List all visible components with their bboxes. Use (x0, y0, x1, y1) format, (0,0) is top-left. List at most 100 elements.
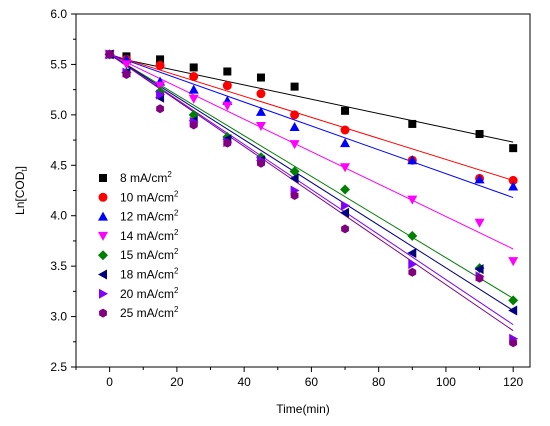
legend-label-text: 25 mA/cm (120, 306, 174, 320)
data-point-series-5 (508, 295, 519, 306)
data-point-series-6 (289, 173, 299, 184)
y-axis-label-main: Ln[COD (13, 171, 27, 215)
data-point-series-5 (407, 230, 418, 241)
fit-line-series-1 (109, 55, 514, 143)
legend-marker-series-5 (98, 250, 108, 261)
y-tick-label: 6.0 (50, 7, 67, 21)
y-axis-label-sub: t (20, 169, 29, 172)
x-tick-label: 80 (372, 375, 386, 389)
data-point-series-3 (289, 121, 300, 131)
legend-label-text: 8 mA/cm (120, 171, 167, 185)
data-point-series-1 (408, 119, 417, 128)
data-point-series-8 (156, 104, 164, 114)
legend-label-superscript: 2 (174, 247, 179, 256)
legend-label-text: 10 mA/cm (120, 190, 174, 204)
data-point-series-3 (474, 174, 485, 184)
y-tick-label: 4.0 (50, 209, 67, 223)
legend-label-text: 20 mA/cm (120, 287, 174, 301)
data-point-series-1 (189, 63, 198, 72)
data-point-series-8 (105, 49, 114, 59)
legend-label-series-3: 12 mA/cm2 (120, 209, 179, 224)
x-tick-label: 100 (436, 375, 456, 389)
data-point-series-6 (508, 305, 518, 316)
data-point-series-6 (340, 207, 350, 218)
data-point-series-1 (509, 144, 518, 153)
data-points (104, 49, 519, 348)
x-tick-label: 40 (237, 375, 251, 389)
x-tick-label: 20 (170, 375, 184, 389)
data-point-series-1 (256, 73, 265, 82)
data-point-series-3 (188, 84, 199, 94)
data-point-series-3 (340, 138, 351, 148)
data-point-series-3 (407, 155, 418, 165)
fit-line-series-7 (109, 53, 514, 326)
legend-label-series-2: 10 mA/cm2 (120, 189, 179, 204)
x-tick-label: 120 (503, 375, 523, 389)
y-tick-label: 3.0 (50, 310, 67, 324)
legend-label-superscript: 2 (174, 228, 179, 237)
legend-label-superscript: 2 (174, 267, 179, 276)
y-tick-label: 5.0 (50, 108, 67, 122)
legend-label-text: 18 mA/cm (120, 268, 174, 282)
legend-label-series-8: 25 mA/cm2 (120, 305, 179, 320)
data-point-series-1 (341, 106, 350, 115)
fit-line-series-6 (109, 53, 514, 311)
data-point-series-1 (223, 67, 232, 76)
data-point-series-6 (407, 248, 417, 259)
fit-line-series-8 (109, 53, 514, 332)
y-tick-label: 2.5 (50, 360, 67, 374)
data-point-series-2 (340, 125, 350, 135)
data-point-series-1 (290, 82, 299, 91)
data-point-series-8 (408, 267, 417, 277)
data-point-series-8 (509, 338, 518, 348)
data-point-series-2 (256, 89, 266, 99)
data-point-series-4 (121, 60, 132, 70)
data-point-series-3 (255, 106, 266, 116)
axes: 0 20 40 60 80 100 120 2.5 3.0 3.5 4.0 4.5 5.0 5.5 6.0 (50, 7, 523, 389)
data-point-series-4 (474, 218, 485, 228)
data-point-series-1 (156, 55, 165, 64)
data-point-series-8 (122, 70, 131, 80)
legend-label-series-6: 18 mA/cm2 (120, 267, 179, 282)
legend-label-series-4: 14 mA/cm2 (120, 228, 179, 243)
data-point-series-5 (289, 166, 300, 177)
data-point-series-8 (475, 273, 484, 283)
y-tick-label: 4.5 (50, 158, 67, 172)
fit-line-series-5 (109, 53, 514, 299)
data-point-series-2 (189, 72, 199, 82)
data-point-series-4 (340, 163, 351, 173)
data-point-series-6 (474, 264, 484, 275)
data-point-series-8 (223, 138, 232, 148)
data-point-series-2 (290, 110, 300, 120)
data-point-series-4 (407, 195, 418, 205)
legend-marker-series-8 (99, 308, 107, 318)
legend-label-superscript: 2 (174, 189, 179, 198)
data-point-series-4 (508, 257, 519, 267)
legend-label-series-7: 20 mA/cm2 (120, 286, 179, 301)
data-point-series-4 (289, 140, 300, 150)
x-tick-label: 0 (106, 375, 113, 389)
data-point-series-4 (222, 101, 233, 111)
legend-label-superscript: 2 (174, 209, 179, 218)
data-point-series-5 (340, 184, 351, 195)
legend-marker-series-7 (99, 288, 108, 299)
fit-lines (109, 53, 514, 332)
y-axis-label-close: ] (13, 166, 27, 169)
legend-marker-series-6 (98, 269, 107, 280)
y-axis-label: Ln[CODt] (13, 166, 29, 215)
legend-label-superscript: 2 (174, 286, 179, 295)
legend-label-superscript: 2 (174, 305, 179, 314)
x-axis-label: Time(min) (276, 402, 330, 416)
data-point-series-4 (255, 121, 266, 131)
legend-label-text: 15 mA/cm (120, 248, 174, 262)
legend-label-series-1: 8 mA/cm2 (120, 170, 172, 185)
data-point-series-4 (155, 81, 166, 91)
fit-line-series-2 (109, 53, 514, 181)
data-point-series-3 (508, 181, 519, 191)
data-point-series-2 (222, 81, 232, 91)
data-point-series-1 (475, 130, 484, 139)
data-point-series-7 (408, 259, 418, 270)
legend-label-text: 12 mA/cm (120, 210, 174, 224)
